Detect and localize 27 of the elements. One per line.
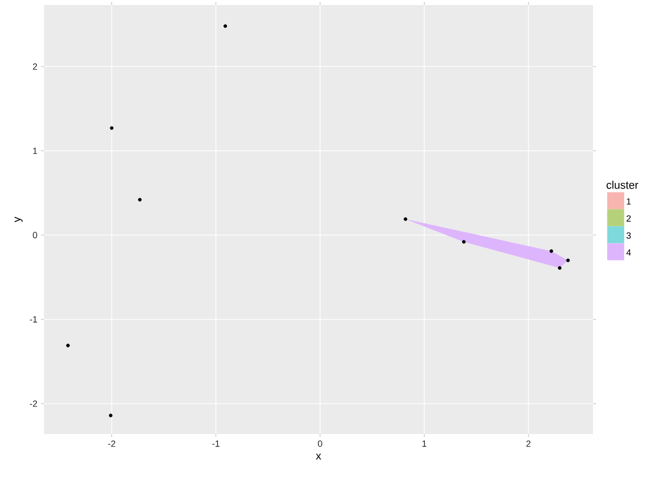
point <box>138 198 142 202</box>
y-tick-label: 0 <box>32 232 38 238</box>
point <box>462 240 466 244</box>
legend-label: 1 <box>626 198 631 205</box>
x-tick-label: 2 <box>526 440 530 447</box>
x-tick-label: 1 <box>422 440 426 447</box>
legend-label: 3 <box>626 232 631 239</box>
point <box>566 258 570 262</box>
x-axis-title: x <box>316 454 322 460</box>
y-tick-label: -2 <box>30 400 38 407</box>
x-tick-label: 0 <box>318 440 322 447</box>
y-axis-title: y <box>14 216 23 222</box>
y-tick-label: 2 <box>32 63 38 70</box>
point <box>404 217 408 221</box>
point <box>66 344 70 348</box>
point <box>550 249 554 253</box>
y-tick-label: -1 <box>30 316 38 322</box>
point <box>110 126 114 130</box>
point <box>108 414 112 418</box>
legend-label: 2 <box>626 215 631 222</box>
x-tick-label: -1 <box>212 440 220 447</box>
point <box>223 24 228 28</box>
legend-label: 4 <box>626 249 631 256</box>
x-tick-label: -2 <box>108 440 116 447</box>
legend-title: cluster <box>606 180 638 189</box>
point <box>558 266 562 270</box>
y-tick-label: 1 <box>33 148 38 154</box>
